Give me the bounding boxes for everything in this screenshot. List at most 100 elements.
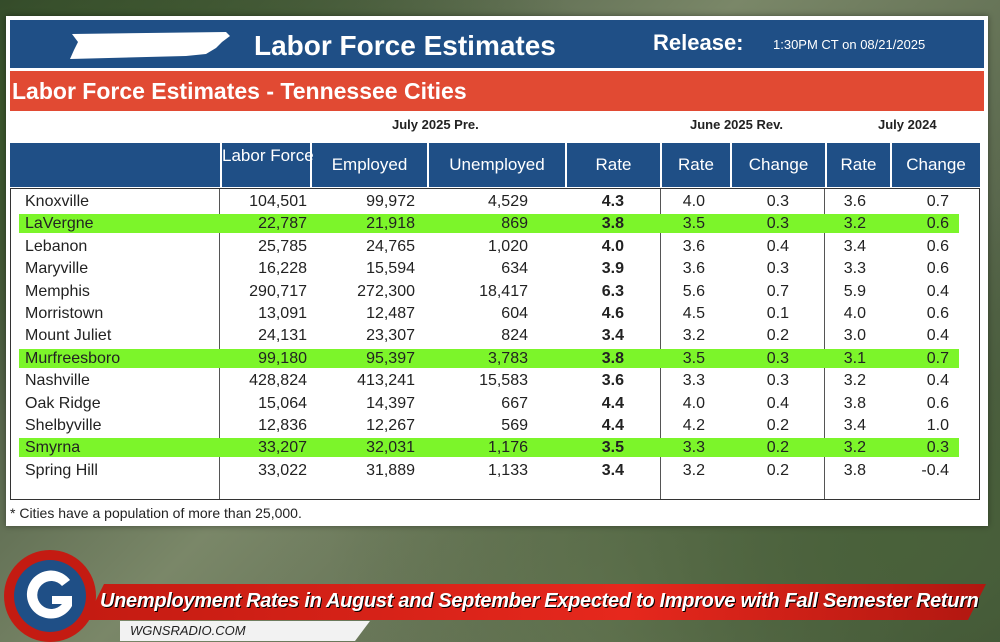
cell-unemployed: 3,783 [487, 349, 528, 367]
cell-july2024-rate: 3.8 [843, 461, 866, 479]
cell-june-rate: 3.6 [682, 260, 705, 278]
cell-june-rate: 3.5 [682, 349, 705, 367]
cell-employed: 12,487 [366, 305, 415, 322]
cell-labor-force: 99,180 [258, 349, 307, 367]
cell-july2024-rate: 3.8 [843, 394, 866, 412]
cell-june-change: 0.3 [766, 372, 789, 390]
cell-employed: 413,241 [357, 372, 415, 390]
cell-city: Spring Hill [25, 461, 98, 479]
cell-city: Shelbyville [25, 417, 102, 434]
cell-unemployed: 824 [501, 327, 528, 345]
table-header: Labor Force Employed Unemployed Rate Rat… [10, 143, 980, 187]
cell-july2024-change: 0.4 [926, 372, 949, 390]
wgns-g-logo-icon [4, 550, 96, 642]
cell-july2024-change: 0.3 [926, 439, 949, 457]
cell-rate: 3.6 [601, 372, 624, 390]
cell-labor-force: 12,836 [258, 417, 307, 434]
table-row: Nashville 428,824 413,241 15,583 3.6 3.3 0.3 3.… [11, 370, 979, 392]
cell-june-change: 0.3 [766, 260, 789, 278]
cell-july2024-change: 0.6 [926, 237, 949, 255]
cell-unemployed: 1,176 [487, 439, 528, 457]
column-header-employed: Employed [310, 143, 427, 187]
cell-labor-force: 25,785 [258, 237, 307, 255]
cell-july2024-change: 0.7 [926, 349, 949, 367]
column-header-july2024-change: Change [890, 143, 980, 187]
cell-rate: 3.5 [601, 439, 624, 457]
cell-rate: 4.3 [601, 193, 624, 210]
cell-city: Knoxville [25, 193, 90, 210]
column-header-june-rate: Rate [660, 143, 730, 187]
cell-july2024-rate: 3.4 [843, 237, 866, 255]
subheader-title: Labor Force Estimates - Tennessee Cities [12, 78, 467, 104]
cell-june-rate: 3.3 [682, 439, 705, 457]
cell-july2024-rate: 3.6 [843, 193, 866, 210]
row-highlight [19, 214, 959, 234]
column-divider [219, 189, 220, 499]
cell-rate: 4.6 [601, 305, 624, 322]
cell-labor-force: 24,131 [258, 327, 307, 345]
cell-rate: 3.8 [601, 215, 624, 233]
cell-june-change: 0.3 [766, 215, 789, 233]
cell-june-rate: 3.2 [682, 327, 705, 345]
cell-july2024-rate: 5.9 [843, 282, 866, 300]
headline-banner-background [86, 584, 986, 620]
cell-city: Oak Ridge [25, 394, 101, 412]
headline-banner: Unemployment Rates in August and Septemb… [0, 578, 1000, 642]
table-row: Maryville 16,228 15,594 634 3.9 3.6 0.3 3.3 0.6 [11, 258, 979, 280]
cell-unemployed: 604 [501, 305, 528, 322]
cell-rate: 4.4 [601, 417, 624, 434]
cell-rate: 4.0 [601, 237, 624, 255]
column-header-unemployed: Unemployed [427, 143, 565, 187]
site-url: WGNSRADIO.COM [120, 621, 370, 641]
cell-city: Morristown [25, 305, 104, 322]
cell-june-rate: 3.5 [682, 215, 705, 233]
cell-employed: 32,031 [366, 439, 415, 457]
cell-unemployed: 15,583 [479, 372, 528, 390]
cell-unemployed: 569 [501, 417, 528, 434]
cell-unemployed: 634 [501, 260, 528, 278]
cell-july2024-change: 0.6 [926, 215, 949, 233]
release-label: Release: [653, 30, 744, 55]
cell-labor-force: 22,787 [258, 215, 307, 233]
page-title: Labor Force Estimates [254, 30, 556, 61]
cell-june-change: 0.2 [766, 439, 789, 457]
cell-july2024-change: 0.6 [926, 305, 949, 322]
table-row: Memphis 290,717 272,300 18,417 6.3 5.6 0.7 5.9 0… [11, 281, 979, 303]
footnote: * Cities have a population of more than … [10, 505, 302, 521]
cell-employed: 95,397 [366, 349, 415, 367]
cell-unemployed: 869 [501, 215, 528, 233]
tennessee-state-shape-icon [70, 32, 230, 59]
group-label-june-2025: June 2025 Rev. [690, 117, 783, 132]
cell-unemployed: 1,020 [487, 237, 528, 255]
cell-june-rate: 4.0 [682, 394, 705, 412]
row-highlight [19, 348, 959, 368]
cell-july2024-change: 0.7 [926, 193, 949, 210]
cell-rate: 3.4 [601, 327, 624, 345]
cell-june-rate: 5.6 [682, 282, 705, 300]
cell-unemployed: 18,417 [479, 282, 528, 300]
cell-unemployed: 667 [501, 394, 528, 412]
cell-june-change: 0.7 [766, 282, 789, 300]
cell-employed: 23,307 [366, 327, 415, 345]
cell-july2024-rate: 3.2 [843, 439, 866, 457]
column-header-city [10, 143, 220, 187]
cell-city: Mount Juliet [25, 327, 112, 345]
cell-employed: 14,397 [366, 394, 415, 412]
release-time: 1:30PM CT on 08/21/2025 [773, 37, 926, 52]
column-divider [660, 189, 661, 499]
cell-july2024-rate: 3.1 [843, 349, 866, 367]
cell-employed: 21,918 [366, 215, 415, 233]
cell-june-change: 0.1 [766, 305, 789, 322]
cell-july2024-rate: 3.0 [843, 327, 866, 345]
cell-city: Smyrna [25, 439, 81, 457]
cell-city: Murfreesboro [25, 349, 121, 367]
cell-june-rate: 3.3 [682, 372, 705, 390]
cell-june-rate: 3.6 [682, 237, 705, 255]
table-row: Lebanon 25,785 24,765 1,020 4.0 3.6 0.4 3.4 0.6 [11, 236, 979, 258]
table-row: Spring Hill 33,022 31,889 1,133 3.4 3.2 0.2 3.8… [11, 460, 979, 482]
cell-unemployed: 1,133 [487, 461, 528, 479]
cell-labor-force: 290,717 [249, 282, 307, 300]
cell-employed: 99,972 [366, 193, 415, 210]
column-divider [824, 189, 825, 499]
header-bar: Labor Force Estimates Release: 1:30PM CT… [10, 20, 984, 68]
